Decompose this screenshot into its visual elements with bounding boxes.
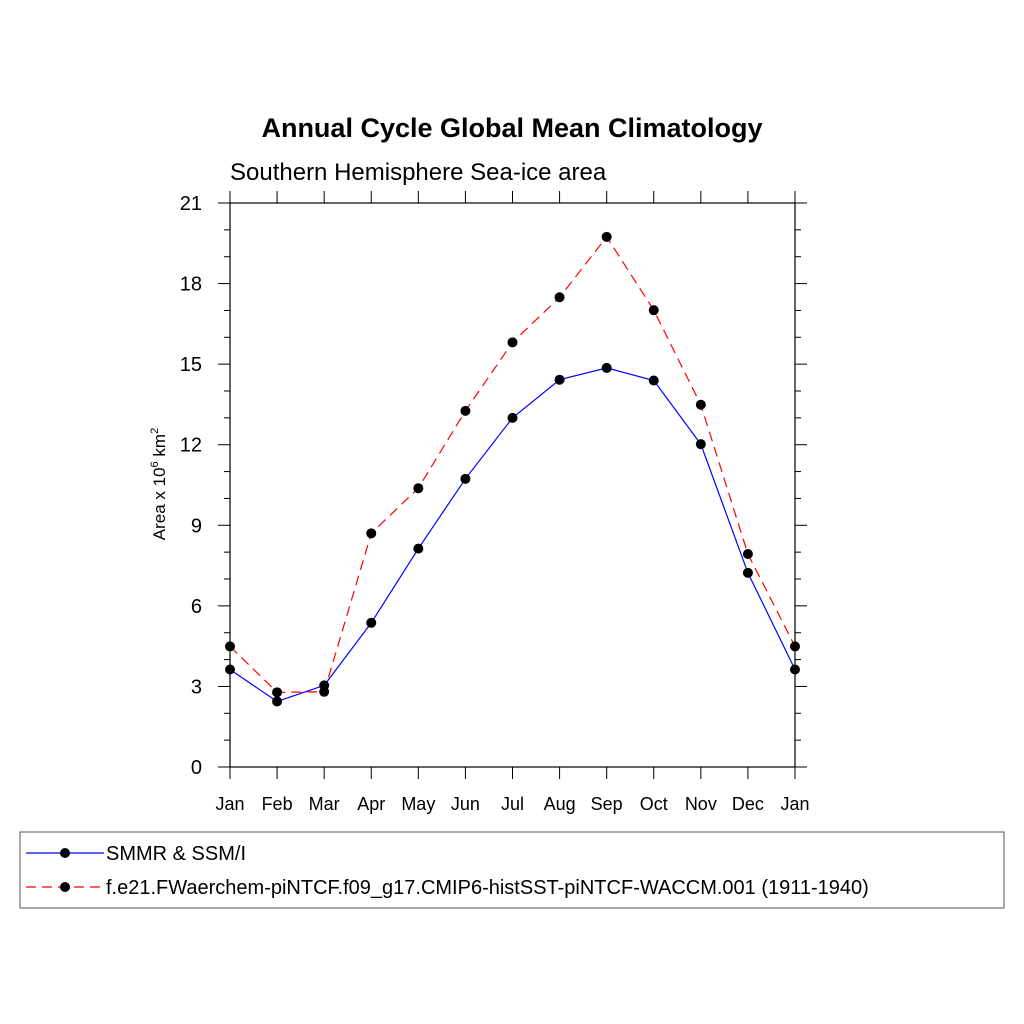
x-tick-label: Apr bbox=[357, 794, 385, 814]
series-1-point bbox=[648, 305, 659, 316]
series-1-point bbox=[413, 483, 424, 494]
series-0-point bbox=[554, 374, 565, 385]
x-tick-label: Jan bbox=[780, 794, 809, 814]
series-1-point bbox=[695, 399, 706, 410]
y-axis-label-exp2: 2 bbox=[149, 428, 161, 434]
x-tick-label: Jul bbox=[501, 794, 524, 814]
series-layer bbox=[225, 231, 800, 707]
legend-label-1: f.e21.FWaerchem-piNTCF.f09_g17.CMIP6-his… bbox=[106, 877, 869, 899]
axes: 0 3 6 9 12 15 18 21 Jan Feb Mar Apr May Jun Jul Aug Sep O… bbox=[180, 191, 810, 814]
y-axis-label-exp1: 6 bbox=[149, 461, 161, 467]
series-0-point bbox=[790, 664, 800, 675]
series-line-1 bbox=[229, 235, 796, 693]
x-tick-label: Jun bbox=[451, 794, 480, 814]
y-axis-label-mid: km bbox=[150, 434, 169, 461]
y-tick-label: 18 bbox=[180, 274, 202, 296]
x-tick-label: Nov bbox=[685, 794, 717, 814]
legend-box bbox=[19, 831, 1005, 909]
series-0-point bbox=[413, 543, 424, 554]
series-0-point bbox=[460, 473, 471, 484]
legend-marker-1 bbox=[60, 882, 70, 892]
y-tick-label: 12 bbox=[180, 435, 202, 457]
y-tick-label: 15 bbox=[180, 354, 202, 376]
y-tick-label: 21 bbox=[180, 193, 202, 215]
series-0-point bbox=[272, 696, 283, 707]
series-1-point bbox=[460, 405, 471, 416]
y-axis-label-base: Area x 10 bbox=[150, 467, 169, 540]
series-1-point bbox=[225, 641, 235, 652]
series-0-point bbox=[366, 617, 377, 628]
series-1-point bbox=[601, 231, 612, 242]
x-tick-label: Jan bbox=[215, 794, 244, 814]
series-0-point bbox=[507, 412, 518, 423]
x-tick-label: Aug bbox=[544, 794, 576, 814]
y-tick-label: 9 bbox=[191, 515, 202, 537]
y-tick-label: 6 bbox=[191, 596, 202, 618]
x-tick-label: Feb bbox=[262, 794, 293, 814]
series-0-point bbox=[601, 362, 612, 373]
series-1-point bbox=[272, 687, 283, 698]
series-1-point bbox=[366, 528, 377, 539]
legend-marker-0 bbox=[60, 848, 70, 858]
series-0-point bbox=[225, 664, 235, 675]
x-tick-label: Sep bbox=[591, 794, 623, 814]
plot-frame bbox=[229, 202, 796, 768]
series-1-point bbox=[790, 641, 800, 652]
series-1-point bbox=[507, 337, 518, 348]
series-1-point bbox=[742, 549, 753, 560]
x-tick-label: May bbox=[401, 794, 435, 814]
series-1-point bbox=[554, 292, 565, 303]
series-1-point bbox=[319, 686, 330, 697]
series-0-point bbox=[695, 439, 706, 450]
series-0-point bbox=[648, 375, 659, 386]
y-tick-label: 0 bbox=[191, 757, 202, 779]
series-0-point bbox=[742, 567, 753, 578]
y-tick-label: 3 bbox=[191, 676, 202, 698]
x-tick-label: Dec bbox=[732, 794, 764, 814]
chart-subtitle: Southern Hemisphere Sea-ice area bbox=[230, 159, 607, 186]
y-axis-label: Area x 106 km2 bbox=[149, 428, 169, 540]
chart-title: Annual Cycle Global Mean Climatology bbox=[261, 113, 762, 143]
x-tick-label: Mar bbox=[309, 794, 340, 814]
legend: SMMR & SSM/I f.e21.FWaerchem-piNTCF.f09_… bbox=[19, 831, 1005, 909]
legend-label-0: SMMR & SSM/I bbox=[106, 843, 246, 865]
x-tick-label: Oct bbox=[640, 794, 668, 814]
